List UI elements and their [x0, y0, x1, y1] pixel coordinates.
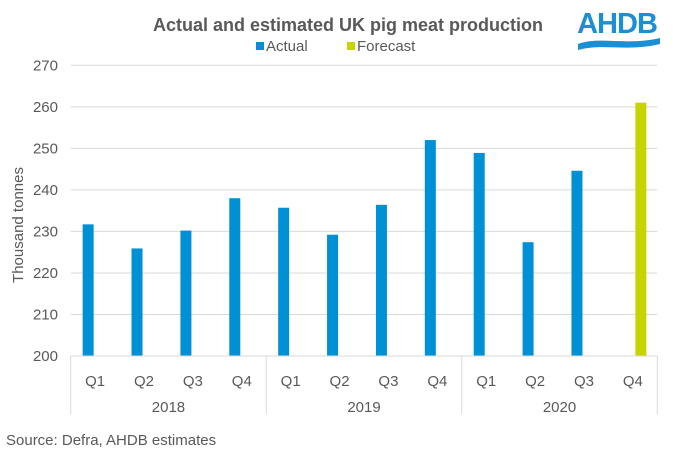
x-axis: Q1 Q2 Q3 Q4 Q1 Q2 Q3 Q4 Q1 Q2 Q3 Q4 2018 2019 2020: [70, 355, 658, 416]
bar-actual-6: [375, 204, 387, 356]
x-tick-label: Q1: [281, 373, 301, 390]
source-note: Source: Defra, AHDB estimates: [6, 432, 216, 449]
x-tick-label: Q2: [525, 373, 545, 390]
logo-wave-icon: [578, 38, 660, 50]
y-tick-label: 210: [33, 306, 58, 323]
bar-actual-0: [82, 224, 94, 356]
x-tick-label: Q3: [574, 373, 594, 390]
y-tick-label: 200: [33, 348, 58, 365]
x-tick-label: Q4: [427, 373, 447, 390]
bar-actual-10: [571, 170, 583, 356]
x-tick-label: Q3: [183, 373, 203, 390]
y-axis-ticks: 200 210 220 230 240 250 260 270: [33, 57, 58, 365]
ahdb-logo: AHDB: [577, 8, 660, 50]
bar-actual-9: [522, 242, 534, 356]
y-tick-label: 260: [33, 99, 58, 116]
logo-text: AHDB: [577, 8, 657, 40]
group-label: 2018: [152, 399, 185, 416]
y-tick-label: 240: [33, 182, 58, 199]
chart-title: Actual and estimated UK pig meat product…: [153, 15, 543, 35]
bar-actual-4: [278, 207, 290, 356]
x-tick-label: Q2: [330, 373, 350, 390]
gridlines: [70, 64, 658, 315]
bars: [82, 102, 647, 356]
y-tick-label: 230: [33, 223, 58, 240]
legend-label-actual: Actual: [266, 38, 308, 55]
x-tick-label: Q3: [378, 373, 398, 390]
x-tick-label: Q4: [232, 373, 252, 390]
group-label: 2020: [543, 399, 576, 416]
bar-actual-5: [327, 234, 339, 356]
x-tick-label: Q1: [85, 373, 105, 390]
bar-actual-3: [229, 198, 241, 356]
legend-swatch-forecast: [347, 42, 355, 50]
bar-actual-7: [424, 140, 436, 356]
bar-actual-1: [131, 248, 143, 356]
bar-actual-2: [180, 230, 192, 356]
legend-label-forecast: Forecast: [357, 38, 416, 55]
legend-swatch-actual: [256, 42, 264, 50]
x-tick-label: Q4: [623, 373, 643, 390]
bar-forecast-11: [635, 102, 647, 356]
x-tick-label: Q1: [476, 373, 496, 390]
y-tick-label: 250: [33, 140, 58, 157]
y-tick-label: 270: [33, 57, 58, 74]
group-label: 2019: [347, 399, 380, 416]
bar-actual-8: [473, 152, 485, 356]
legend: Actual Forecast: [256, 38, 416, 55]
x-tick-label: Q2: [134, 373, 154, 390]
y-tick-label: 220: [33, 265, 58, 282]
y-axis-label: Thousand tonnes: [10, 167, 27, 283]
